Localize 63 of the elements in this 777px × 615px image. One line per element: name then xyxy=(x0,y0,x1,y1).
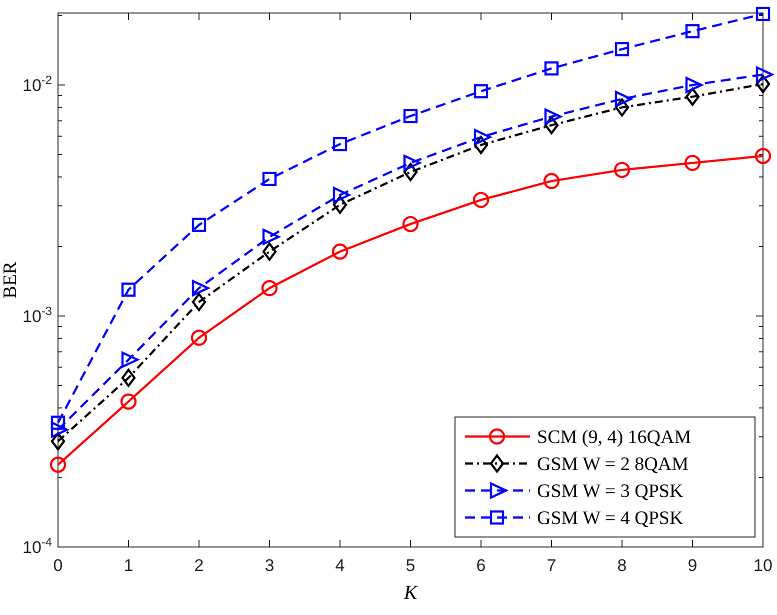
x-tick-label: 7 xyxy=(546,556,556,575)
point xyxy=(121,282,136,297)
point xyxy=(754,148,772,164)
point xyxy=(332,244,348,260)
point xyxy=(332,186,350,204)
point xyxy=(544,108,562,125)
point xyxy=(50,422,68,438)
x-tick-label: 9 xyxy=(688,556,698,575)
legend-label: GSM W = 3 QPSK xyxy=(537,481,684,502)
point xyxy=(262,172,277,186)
x-tick-label: 4 xyxy=(335,556,345,575)
x-tick-label: 2 xyxy=(194,556,204,575)
point xyxy=(543,172,560,190)
point xyxy=(262,242,277,261)
x-tick-label: 6 xyxy=(476,556,486,575)
point xyxy=(121,352,139,368)
x-tick-label: 10 xyxy=(754,556,772,575)
point xyxy=(192,218,206,232)
point xyxy=(684,154,701,172)
point xyxy=(121,368,136,387)
point xyxy=(192,280,210,296)
point xyxy=(332,136,348,152)
point xyxy=(403,108,418,124)
point xyxy=(50,432,66,450)
x-axis-title: K xyxy=(402,582,419,604)
legend-label: SCM (9, 4) 16QAM xyxy=(537,427,692,448)
point xyxy=(544,61,559,76)
point xyxy=(685,76,703,94)
point xyxy=(474,129,492,146)
point xyxy=(614,162,630,178)
point xyxy=(474,136,488,154)
point xyxy=(756,66,774,83)
x-tick-label: 3 xyxy=(264,556,274,575)
legend-label: GSM W = 4 QPSK xyxy=(537,508,684,530)
point xyxy=(262,228,280,246)
x-tick-label: 5 xyxy=(406,556,416,575)
point xyxy=(474,84,488,98)
x-tick-label: 8 xyxy=(617,556,627,575)
point xyxy=(544,116,559,134)
point xyxy=(614,42,630,56)
point xyxy=(402,216,419,232)
point xyxy=(756,74,770,94)
y-tick-label: 10$^{-3}$ xyxy=(22,304,52,326)
y-axis-title: BER xyxy=(0,261,21,298)
point xyxy=(472,192,490,208)
point xyxy=(192,292,206,312)
y-tick-label: 10$^{-2}$ xyxy=(22,72,52,95)
y-tick-label: 10$^{-4}$ xyxy=(22,534,52,557)
x-tick-label: 0 xyxy=(53,556,63,575)
point xyxy=(685,24,700,38)
point xyxy=(120,394,137,410)
x-tick-label: 1 xyxy=(124,556,134,575)
point xyxy=(50,456,66,473)
point xyxy=(403,162,418,182)
point xyxy=(190,330,208,346)
point xyxy=(261,280,278,296)
point xyxy=(614,90,632,108)
point xyxy=(756,6,770,22)
point xyxy=(685,88,700,106)
legend-label: GSM W = 2 8QAM xyxy=(537,454,689,476)
point xyxy=(332,196,348,214)
point xyxy=(403,154,421,172)
point xyxy=(614,98,630,116)
